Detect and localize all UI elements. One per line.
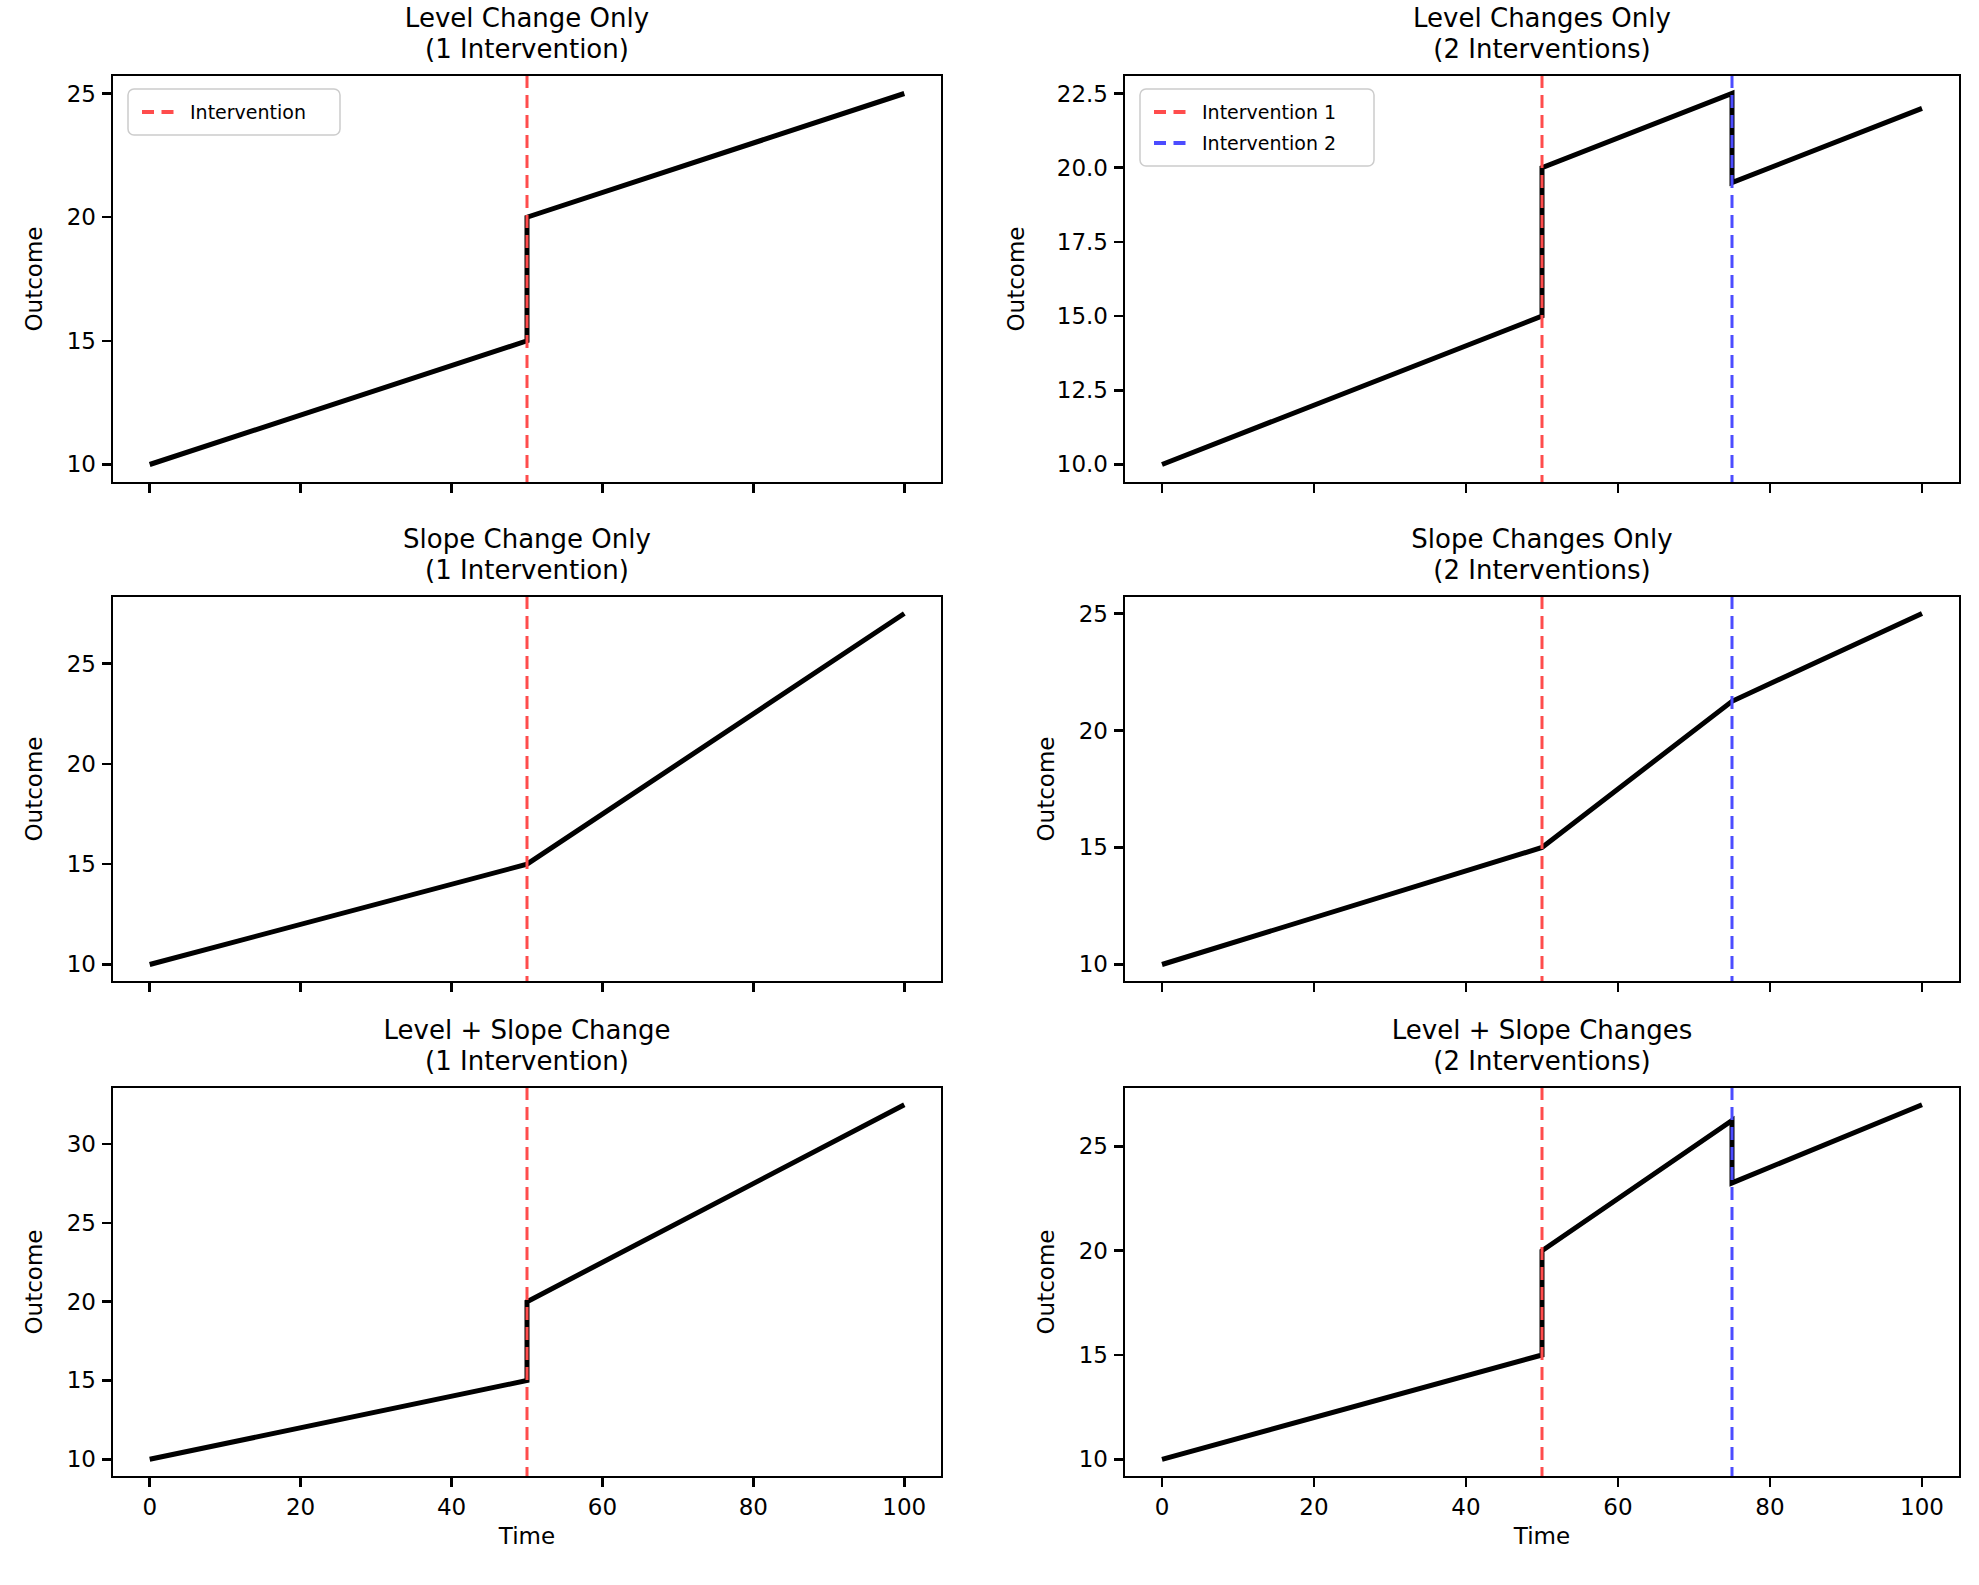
y-tick-label: 25	[67, 651, 96, 677]
y-tick-label: 12.5	[1057, 377, 1108, 403]
subplot-title-level-slope-change-1: Level + Slope Change (1 Intervention)	[112, 1015, 942, 1077]
subplot-title-level-change-1: Level Change Only (1 Intervention)	[112, 3, 942, 65]
y-tick-label: 15	[67, 851, 96, 877]
subtitle-line: (2 Interventions)	[1124, 1046, 1960, 1077]
y-tick-label: 15	[1079, 834, 1108, 860]
x-tick-label: 20	[1299, 1494, 1328, 1520]
y-axis-label: Outcome	[21, 737, 47, 842]
subtitle-line: (2 Interventions)	[1124, 34, 1960, 65]
axes-level-slope-change-1: 0204060801001015202530	[112, 1087, 942, 1477]
axes-slope-changes-2: 10152025	[1124, 596, 1960, 982]
y-axis-label: Outcome	[1033, 1230, 1059, 1335]
x-tick-label: 0	[1155, 1494, 1170, 1520]
x-tick-label: 0	[142, 1494, 157, 1520]
x-tick-label: 80	[1755, 1494, 1784, 1520]
axes-level-change-1: 10152025Intervention	[112, 75, 942, 483]
x-tick-label: 100	[882, 1494, 926, 1520]
subplot-title-slope-changes-2: Slope Changes Only (2 Interventions)	[1124, 524, 1960, 586]
y-tick-label: 25	[1079, 1133, 1108, 1159]
y-tick-label: 20.0	[1057, 155, 1108, 181]
subtitle-line: (1 Intervention)	[112, 34, 942, 65]
subplot-title-slope-change-1: Slope Change Only (1 Intervention)	[112, 524, 942, 586]
legend: Intervention 1 Intervention 2	[1140, 89, 1374, 166]
y-tick-label: 25	[1079, 601, 1108, 627]
y-tick-label: 20	[1079, 1238, 1108, 1264]
x-tick-label: 40	[1451, 1494, 1480, 1520]
y-tick-label: 15	[1079, 1342, 1108, 1368]
y-tick-label: 15	[67, 1367, 96, 1393]
y-tick-label: 10	[67, 1446, 96, 1472]
legend: Intervention	[128, 89, 340, 135]
subtitle-line: (2 Interventions)	[1124, 555, 1960, 586]
y-tick-label: 10	[1079, 1446, 1108, 1472]
axes-slope-change-1: 10152025	[112, 596, 942, 982]
y-tick-label: 17.5	[1057, 229, 1108, 255]
y-tick-label: 20	[67, 1289, 96, 1315]
title-line: Slope Changes Only	[1124, 524, 1960, 555]
figure-canvas: Level Change Only (1 Intervention) Outco…	[0, 0, 1979, 1585]
y-tick-label: 15.0	[1057, 303, 1108, 329]
x-tick-label: 60	[588, 1494, 617, 1520]
y-axis-label: Outcome	[21, 227, 47, 332]
y-axis-label: Outcome	[1003, 227, 1029, 332]
subtitle-line: (1 Intervention)	[112, 555, 942, 586]
x-tick-label: 20	[286, 1494, 315, 1520]
y-tick-label: 20	[67, 204, 96, 230]
x-tick-label: 80	[739, 1494, 768, 1520]
y-tick-label: 25	[67, 1210, 96, 1236]
title-line: Level Change Only	[112, 3, 942, 34]
y-tick-label: 10	[67, 451, 96, 477]
x-axis-label: Time	[112, 1523, 942, 1549]
y-tick-label: 10	[1079, 951, 1108, 977]
y-tick-label: 20	[67, 751, 96, 777]
y-tick-label: 25	[67, 81, 96, 107]
y-axis-label: Outcome	[21, 1230, 47, 1335]
title-line: Level + Slope Change	[112, 1015, 942, 1046]
title-line: Level + Slope Changes	[1124, 1015, 1960, 1046]
axes-level-changes-2: 10.012.515.017.520.022.5Intervention 1In…	[1124, 75, 1960, 483]
legend-entry-label: Intervention	[190, 101, 306, 123]
y-tick-label: 10.0	[1057, 451, 1108, 477]
title-line: Level Changes Only	[1124, 3, 1960, 34]
y-tick-label: 20	[1079, 718, 1108, 744]
y-tick-label: 22.5	[1057, 81, 1108, 107]
legend-entry-label: Intervention 2	[1202, 132, 1336, 154]
subtitle-line: (1 Intervention)	[112, 1046, 942, 1077]
y-tick-label: 30	[67, 1131, 96, 1157]
axes-level-slope-changes-2: 02040608010010152025	[1124, 1087, 1960, 1477]
subplot-title-level-slope-changes-2: Level + Slope Changes (2 Interventions)	[1124, 1015, 1960, 1077]
x-tick-label: 60	[1603, 1494, 1632, 1520]
subplot-title-level-changes-2: Level Changes Only (2 Interventions)	[1124, 3, 1960, 65]
legend-entry-label: Intervention 1	[1202, 101, 1336, 123]
x-tick-label: 40	[437, 1494, 466, 1520]
y-tick-label: 10	[67, 951, 96, 977]
y-tick-label: 15	[67, 328, 96, 354]
title-line: Slope Change Only	[112, 524, 942, 555]
y-axis-label: Outcome	[1033, 737, 1059, 842]
x-axis-label: Time	[1124, 1523, 1960, 1549]
x-tick-label: 100	[1900, 1494, 1944, 1520]
